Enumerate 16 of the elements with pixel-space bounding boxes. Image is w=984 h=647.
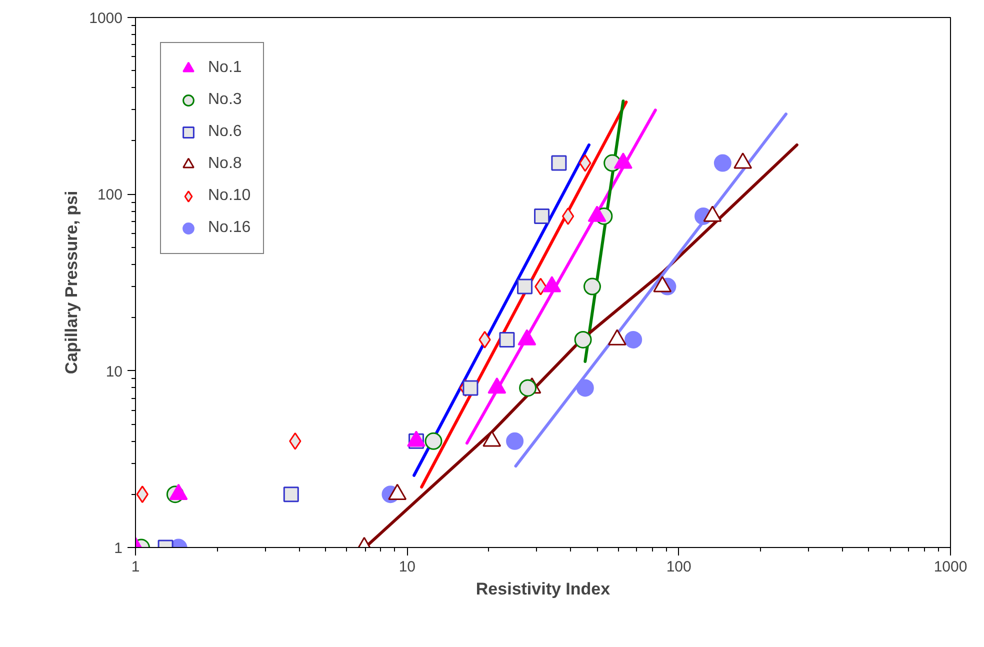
x-tick-label: 10 bbox=[398, 558, 416, 576]
x-axis-title: Resistivity Index bbox=[476, 580, 611, 598]
x-tick-label: 1 bbox=[131, 558, 140, 576]
legend-label: No.3 bbox=[208, 91, 242, 109]
legend-label: No.1 bbox=[208, 59, 242, 77]
x-tick-label: 100 bbox=[666, 558, 692, 576]
y-tick-label: 100 bbox=[97, 186, 123, 204]
legend-label: No.8 bbox=[208, 155, 242, 173]
y-axis-title: Capillary Pressure, psi bbox=[62, 190, 82, 374]
y-tick-label: 1 bbox=[114, 540, 122, 557]
legend-label: No.16 bbox=[208, 219, 251, 237]
y-tick-label: 10 bbox=[106, 363, 123, 380]
legend-label: No.10 bbox=[208, 187, 251, 205]
legend-label: No.6 bbox=[208, 123, 242, 141]
y-tick-label: 1000 bbox=[89, 10, 123, 27]
x-tick-label: 1000 bbox=[934, 558, 968, 576]
